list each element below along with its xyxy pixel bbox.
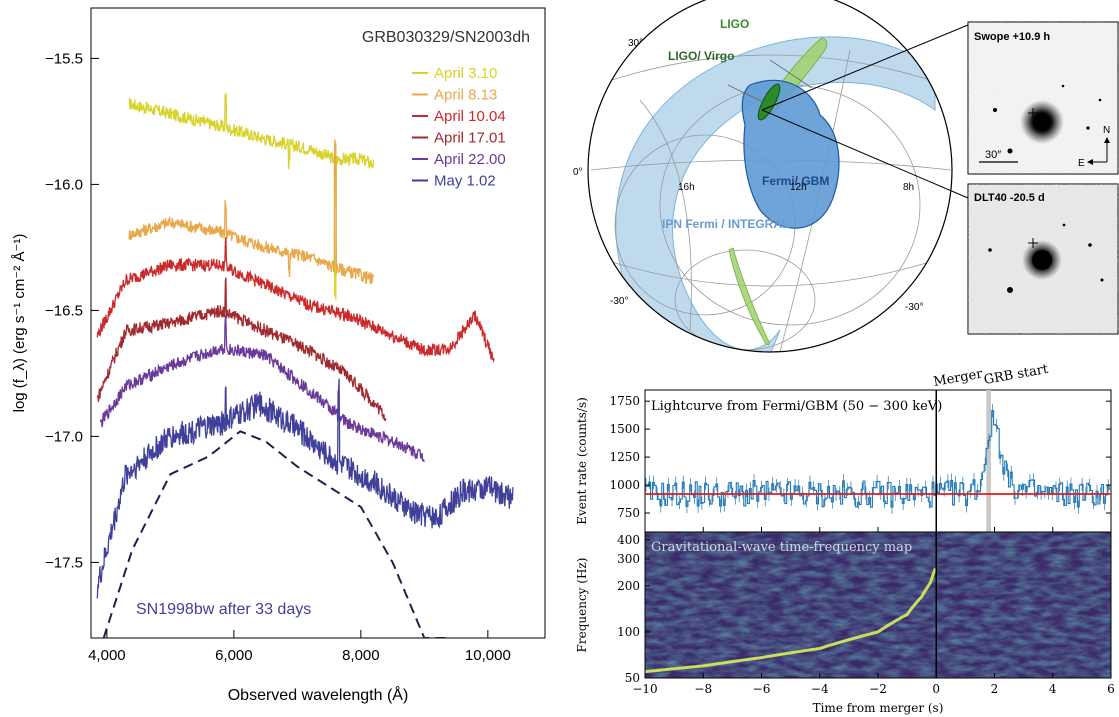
lightcurve-title: Lightcurve from Fermi/GBM (50 − 300 keV) <box>651 399 942 414</box>
spectra-y-tick-label: −17.5 <box>45 554 83 571</box>
lightcurve-y-tick-label: 1750 <box>609 394 640 408</box>
spectra-y-axis-label: log (f_λ) (erg s⁻¹ cm⁻² Å⁻¹) <box>11 234 28 413</box>
gbm-gw-panel: 750 1000 1250 1500 1750 50 100 200 300 400 −10 −8 −6… <box>575 362 1115 715</box>
spectra-x-tick-label: 6,000 <box>215 647 253 664</box>
legend-label: April 17.01 <box>434 130 506 147</box>
heatmap-y-axis-label: Frequency (Hz) <box>575 558 589 653</box>
spectra-y-tick-label: −17.0 <box>45 428 83 445</box>
heatmap-y-tick-label: 400 <box>617 533 640 547</box>
spectrum-april-8-13 <box>128 139 375 285</box>
spectra-title: GRB030329/SN2003dh <box>362 29 530 46</box>
heatmap-y-tick-label: 200 <box>617 579 640 593</box>
fermi-gbm-label: Fermi/ GBM <box>762 174 829 188</box>
heatmap-y-tick-label: 300 <box>617 552 640 566</box>
swope-cutout: Swope +10.9 h 30″ N E <box>967 21 1119 175</box>
spectra-y-tick-label: −15.5 <box>45 50 83 67</box>
spectra-x-tick-label: 10,000 <box>465 647 511 664</box>
lightcurve-y-tick-label: 1250 <box>609 450 640 464</box>
heatmap-x-tick-label: 6 <box>1107 682 1115 696</box>
lightcurve-y-tick-label: 750 <box>617 506 640 520</box>
spectra-panel: 4,000 6,000 8,000 10,000 −15.5 −16.0 −16.5 −17.… <box>11 7 546 704</box>
spectrum-may-1-02 <box>96 378 514 599</box>
merger-marker-label: Merger <box>932 366 984 389</box>
gw-chirp-track <box>645 568 937 674</box>
spectrum-sn1998bw-template <box>102 430 450 638</box>
spectrum-april-17-01 <box>96 277 387 422</box>
heatmap-x-tick-label: 2 <box>991 682 999 696</box>
heatmap-x-tick-label: −2 <box>869 682 887 696</box>
dlt40-cutout: DLT40 -20.5 d <box>967 183 1119 335</box>
heatmap-x-tick-label: −6 <box>753 682 771 696</box>
dec-m30-right-label: -30° <box>905 302 923 313</box>
fermi-gbm-region <box>741 79 840 229</box>
skymap-panel: LIGO LIGO/ Virgo Fermi/ GBM IPN Fermi / … <box>573 0 969 353</box>
heatmap-x-tick-label: −10 <box>632 682 657 696</box>
dlt40-title: DLT40 -20.5 d <box>974 192 1045 204</box>
heatmap-y-tick-label: 100 <box>617 625 640 639</box>
heatmap-x-axis-label: Time from merger (s) <box>813 701 944 715</box>
dec-30-label: 30° <box>628 38 643 49</box>
legend-label: April 22.00 <box>434 151 506 168</box>
grb-start-marker-label: GRB start <box>983 362 1050 388</box>
spectra-x-axis-label: Observed wavelength (Å) <box>228 685 409 704</box>
lightcurve-plot-frame <box>644 389 1112 533</box>
spectrum-april-10-04 <box>96 237 495 363</box>
heatmap-y-tick-label: 50 <box>625 671 640 685</box>
dec-0-label: 0° <box>573 167 583 178</box>
gbm-lightcurve <box>645 410 1111 508</box>
heatmap-x-tick-label: 0 <box>932 682 940 696</box>
dec-m30-left-label: -30° <box>610 296 628 307</box>
lightcurve-y-tick-label: 1500 <box>609 422 640 436</box>
spectra-plot-frame <box>90 7 546 639</box>
spectra-y-tick-label: −16.5 <box>45 302 83 319</box>
lightcurve-y-axis-label: Event rate (counts/s) <box>575 397 589 525</box>
lightcurve-y-tick-label: 1000 <box>609 478 640 492</box>
cutout-panel: Swope +10.9 h 30″ N E DLT40 -20.5 d <box>967 21 1119 335</box>
legend-label: April 10.04 <box>434 108 506 125</box>
legend-label: April 8.13 <box>434 87 497 104</box>
north-label: N <box>1103 125 1110 136</box>
ra-8h-label: 8h <box>903 182 914 193</box>
heatmap-x-tick-label: −4 <box>811 682 829 696</box>
ra-16h-label: 16h <box>678 182 695 193</box>
spectra-x-tick-label: 8,000 <box>342 647 380 664</box>
ra-12h-label: 12h <box>790 182 807 193</box>
heatmap-x-tick-label: −8 <box>694 682 712 696</box>
ligo-arc-lower <box>728 247 770 345</box>
scale-bar-label: 30″ <box>985 149 1001 161</box>
spectra-x-tick-label: 4,000 <box>88 647 126 664</box>
spectra-annotation: SN1998bw after 33 days <box>136 601 311 618</box>
legend-label: May 1.02 <box>434 173 496 190</box>
swope-title: Swope +10.9 h <box>974 31 1050 43</box>
east-label: E <box>1078 158 1085 169</box>
ipn-label: IPN Fermi / INTEGRAL <box>662 217 789 231</box>
legend-label: April 3.10 <box>434 65 497 82</box>
spectrum-april-3-10 <box>128 93 375 300</box>
heatmap-title: Gravitational-wave time-frequency map <box>651 540 912 555</box>
spectrum-april-22-00 <box>99 315 425 463</box>
spectra-y-tick-label: −16.0 <box>45 176 83 193</box>
ligo-label: LIGO <box>720 17 749 31</box>
heatmap-x-tick-label: 4 <box>1049 682 1057 696</box>
ligo-virgo-label: LIGO/ Virgo <box>668 49 734 63</box>
skymap-boundary <box>587 0 953 353</box>
